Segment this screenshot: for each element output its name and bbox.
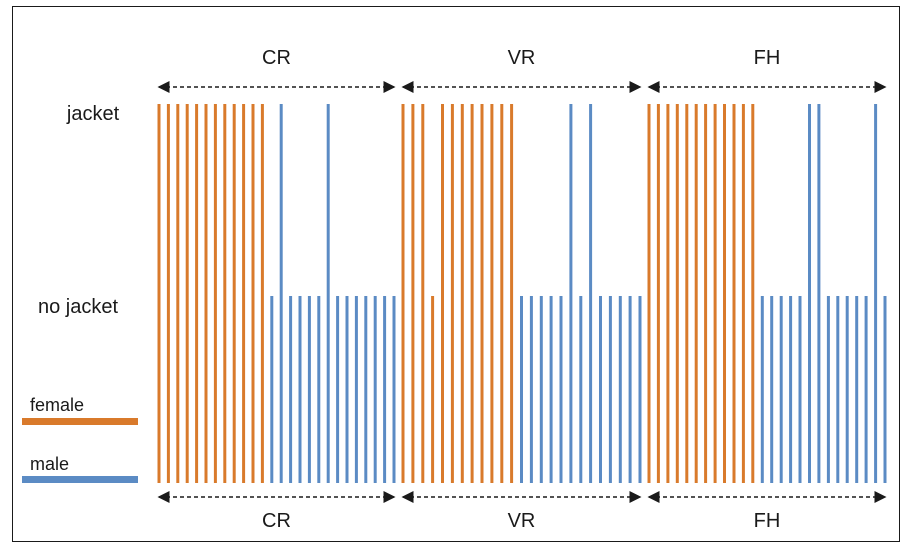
group-label-top: CR — [262, 47, 291, 69]
group-fh: FH FH — [647, 47, 887, 532]
row-label-no-jacket: no jacket — [38, 296, 118, 318]
legend-label-male: male — [30, 454, 69, 474]
groups-layer: CR CR VR VR FH FH — [157, 47, 887, 532]
legend-label-female: female — [30, 395, 84, 415]
group-vr: VR VR — [401, 47, 642, 532]
group-label-bottom: FH — [754, 510, 781, 532]
group-label-bottom: VR — [508, 510, 536, 532]
legend-swatch-male — [22, 476, 138, 483]
group-label-bottom: CR — [262, 510, 291, 532]
legend-swatch-female — [22, 418, 138, 425]
group-cr: CR CR — [157, 47, 396, 532]
legend: female male — [22, 395, 138, 483]
group-label-top: VR — [508, 47, 536, 69]
row-label-jacket: jacket — [66, 103, 120, 125]
group-label-top: FH — [754, 47, 781, 69]
